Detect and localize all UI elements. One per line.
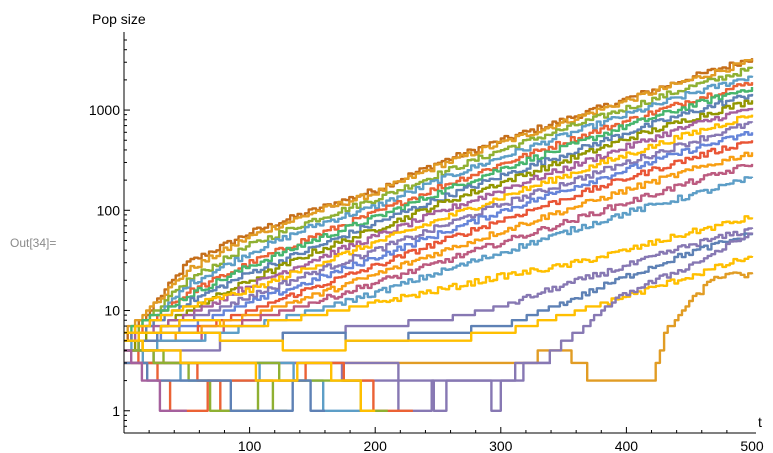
series-line	[124, 93, 754, 342]
x-tick-label: 500	[740, 438, 764, 453]
y-tick-label: 1	[112, 403, 120, 419]
series-line	[124, 176, 754, 352]
series-line	[124, 339, 376, 412]
series-line	[124, 87, 754, 334]
series-line	[124, 107, 754, 342]
series-line	[124, 232, 754, 412]
x-axis-title: t	[758, 414, 762, 430]
series-line	[124, 99, 754, 352]
series-line	[124, 140, 754, 342]
series-layer	[124, 58, 754, 412]
y-tick-label: 1000	[89, 102, 120, 118]
series-line	[124, 349, 187, 412]
x-tick-label: 400	[615, 438, 639, 453]
series-line	[124, 163, 754, 342]
axes-layer: t Pop size 100 200 300 400 500 1 10 100 1000	[89, 11, 764, 453]
y-axis-title: Pop size	[92, 11, 146, 27]
series-line	[124, 114, 754, 334]
series-line	[124, 121, 754, 342]
x-tick-label: 200	[364, 438, 388, 453]
x-tick-label: 300	[489, 438, 513, 453]
series-line	[124, 361, 325, 412]
y-tick-label: 100	[97, 202, 121, 218]
output-cell-label: Out[34]=	[10, 236, 57, 250]
series-line	[124, 75, 754, 352]
x-tick-label: 100	[238, 438, 262, 453]
series-line	[124, 151, 754, 352]
y-tick-label: 10	[104, 303, 120, 319]
series-line	[124, 131, 754, 352]
series-line	[124, 59, 754, 334]
series-line	[124, 255, 754, 352]
series-line	[124, 215, 754, 342]
series-line	[124, 361, 413, 412]
series-line	[124, 66, 754, 342]
